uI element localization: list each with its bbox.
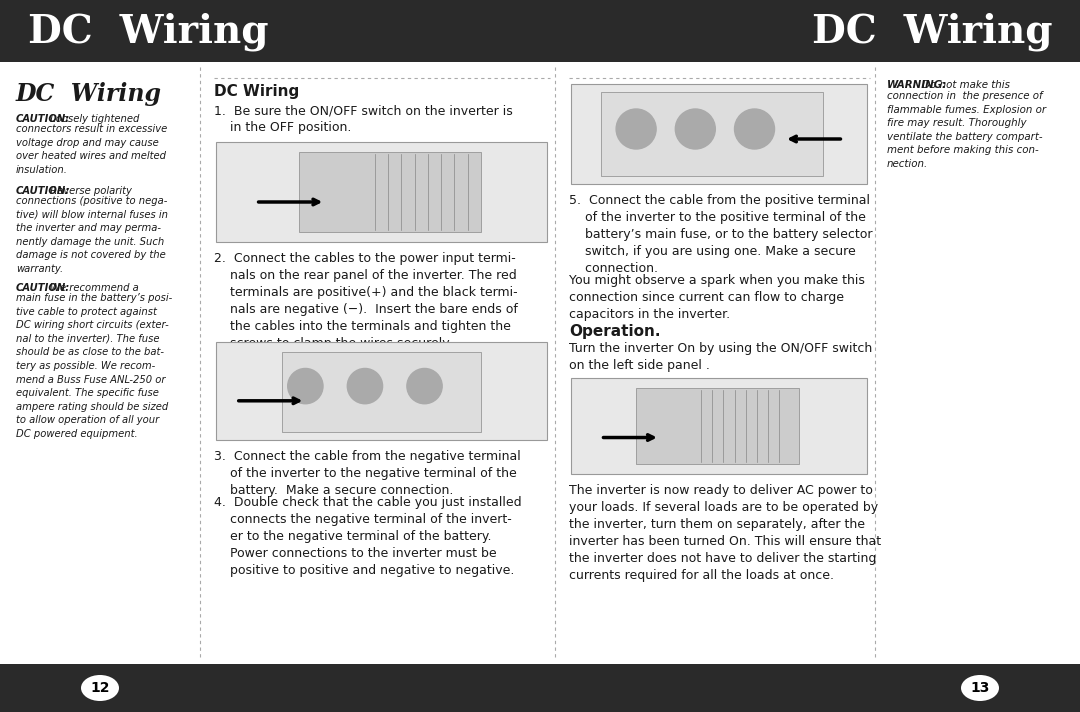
Circle shape <box>407 369 442 404</box>
Text: You might observe a spark when you make this
connection since current can flow t: You might observe a spark when you make … <box>569 274 865 321</box>
Bar <box>636 387 799 464</box>
Bar <box>216 342 546 440</box>
Text: connections (positive to nega-
tive) will blow internal fuses in
the inverter an: connections (positive to nega- tive) wil… <box>16 196 168 274</box>
Bar <box>0 664 1080 712</box>
Text: We recommend a: We recommend a <box>48 283 139 293</box>
Text: 13: 13 <box>970 681 989 695</box>
Text: DC  Wiring: DC Wiring <box>811 13 1052 51</box>
Text: 1.  Be sure the ON/OFF switch on the inverter is
    in the OFF position.: 1. Be sure the ON/OFF switch on the inve… <box>214 104 513 134</box>
Text: DC  Wiring: DC Wiring <box>16 82 162 106</box>
Text: 5.  Connect the cable from the positive terminal
    of the inverter to the posi: 5. Connect the cable from the positive t… <box>569 194 873 275</box>
Text: CAUTION:: CAUTION: <box>16 186 70 196</box>
Circle shape <box>616 109 657 149</box>
Bar <box>282 352 481 432</box>
Text: Reverse polarity: Reverse polarity <box>48 186 132 196</box>
Bar <box>216 142 546 242</box>
Text: Operation.: Operation. <box>569 324 661 339</box>
Text: 2.  Connect the cables to the power input termi-
    nals on the rear panel of t: 2. Connect the cables to the power input… <box>214 252 518 350</box>
Text: CAUTION:: CAUTION: <box>16 283 70 293</box>
Text: connectors result in excessive
voltage drop and may cause
over heated wires and : connectors result in excessive voltage d… <box>16 124 167 175</box>
Text: Loosely tightened: Loosely tightened <box>48 114 139 124</box>
Text: Turn the inverter On by using the ON/OFF switch
on the left side panel .: Turn the inverter On by using the ON/OFF… <box>569 342 873 372</box>
Bar <box>571 84 867 184</box>
Bar <box>0 62 1080 664</box>
Bar <box>299 152 481 232</box>
Text: CAUTION:: CAUTION: <box>16 114 70 124</box>
Text: 3.  Connect the cable from the negative terminal
    of the inverter to the nega: 3. Connect the cable from the negative t… <box>214 450 521 497</box>
Ellipse shape <box>81 675 119 701</box>
Text: WARNING:: WARNING: <box>887 80 947 90</box>
Bar <box>600 92 823 176</box>
Circle shape <box>675 109 715 149</box>
Ellipse shape <box>961 675 999 701</box>
Circle shape <box>348 369 382 404</box>
Text: DC Wiring: DC Wiring <box>214 84 299 99</box>
Text: 4.  Double check that the cable you just installed
    connects the negative ter: 4. Double check that the cable you just … <box>214 496 522 577</box>
Circle shape <box>287 369 323 404</box>
Text: The inverter is now ready to deliver AC power to
your loads. If several loads ar: The inverter is now ready to deliver AC … <box>569 484 881 582</box>
Text: connection in  the presence of
flammable fumes. Explosion or
fire may result. Th: connection in the presence of flammable … <box>887 91 1047 169</box>
Text: 12: 12 <box>91 681 110 695</box>
Text: DC  Wiring: DC Wiring <box>28 13 269 51</box>
Text: main fuse in the battery’s posi-
tive cable to protect against
DC wiring short c: main fuse in the battery’s posi- tive ca… <box>16 293 172 439</box>
Circle shape <box>734 109 774 149</box>
Text: Do not make this: Do not make this <box>919 80 1010 90</box>
Bar <box>571 378 867 474</box>
